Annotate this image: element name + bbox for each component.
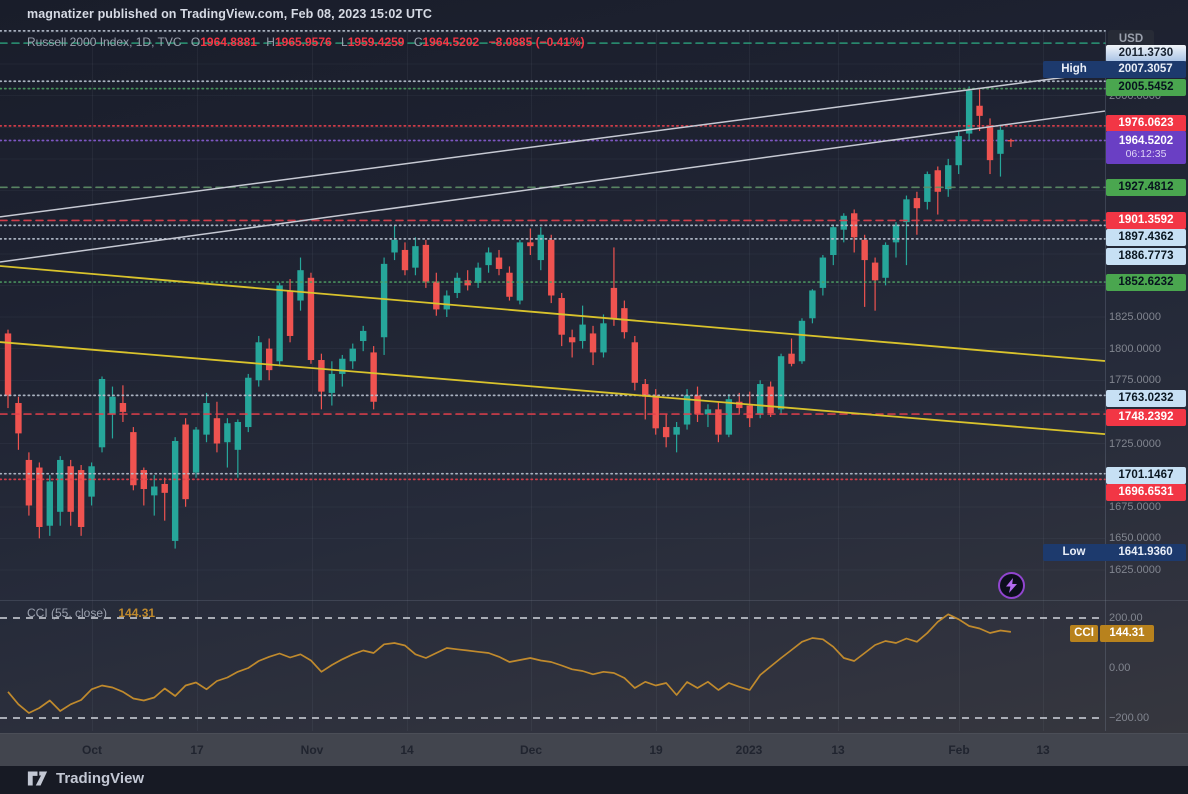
ohlc-close-value: 1964.5202 <box>422 35 480 49</box>
ohlc-low-letter: L <box>341 35 348 49</box>
brand-text: TradingView <box>56 770 145 787</box>
time-tick: 13 <box>1036 743 1050 757</box>
published-header: magnatizer published on TradingView.com,… <box>27 7 433 21</box>
time-tick: Oct <box>81 743 102 757</box>
time-tick: 19 <box>649 743 663 757</box>
tradingview-brand-link[interactable]: TradingView <box>27 770 144 787</box>
ohlc-open-value: 1964.8881 <box>200 35 257 49</box>
time-tick: 13 <box>831 743 845 757</box>
ohlc-close-letter: C <box>413 35 423 49</box>
ohlc-high-letter: H <box>266 35 275 49</box>
time-tick: 14 <box>400 743 414 757</box>
ohlc-low-value: 1959.4259 <box>347 35 405 49</box>
indicator-legend[interactable]: CCI (55, close) 144.31 <box>27 606 155 620</box>
time-tick: Feb <box>948 743 970 757</box>
gridlines <box>0 30 1105 731</box>
footer-bar: TradingView <box>0 766 1188 794</box>
boost-button[interactable] <box>998 572 1025 599</box>
chart-canvas[interactable] <box>0 0 1188 733</box>
time-tick: 2023 <box>735 743 763 757</box>
time-axis[interactable]: Oct 17 Nov 14 Dec 19 2023 13 Feb 13 <box>0 733 1188 767</box>
ohlc-open-letter: O <box>190 35 201 49</box>
time-tick: Dec <box>519 743 542 757</box>
trendlines[interactable] <box>0 71 1106 436</box>
ohlc-high-value: 1965.9576 <box>274 35 332 49</box>
lightning-bolt-icon <box>1006 578 1017 593</box>
symbol-legend[interactable]: Russell 2000 Index, 1D, TVC O1964.8881 H… <box>27 35 585 49</box>
change-value: −8.0885 (−0.41%) <box>488 35 585 49</box>
tradingview-logo-icon <box>27 771 48 786</box>
candles-layer <box>4 86 1015 549</box>
cci-plot <box>0 613 1105 719</box>
symbol-title: Russell 2000 Index, 1D, TVC <box>27 35 182 49</box>
indicator-title: CCI (55, close) <box>27 606 108 620</box>
time-tick: 17 <box>190 743 204 757</box>
indicator-value: 144.31 <box>118 606 156 620</box>
time-tick: Nov <box>300 743 324 757</box>
